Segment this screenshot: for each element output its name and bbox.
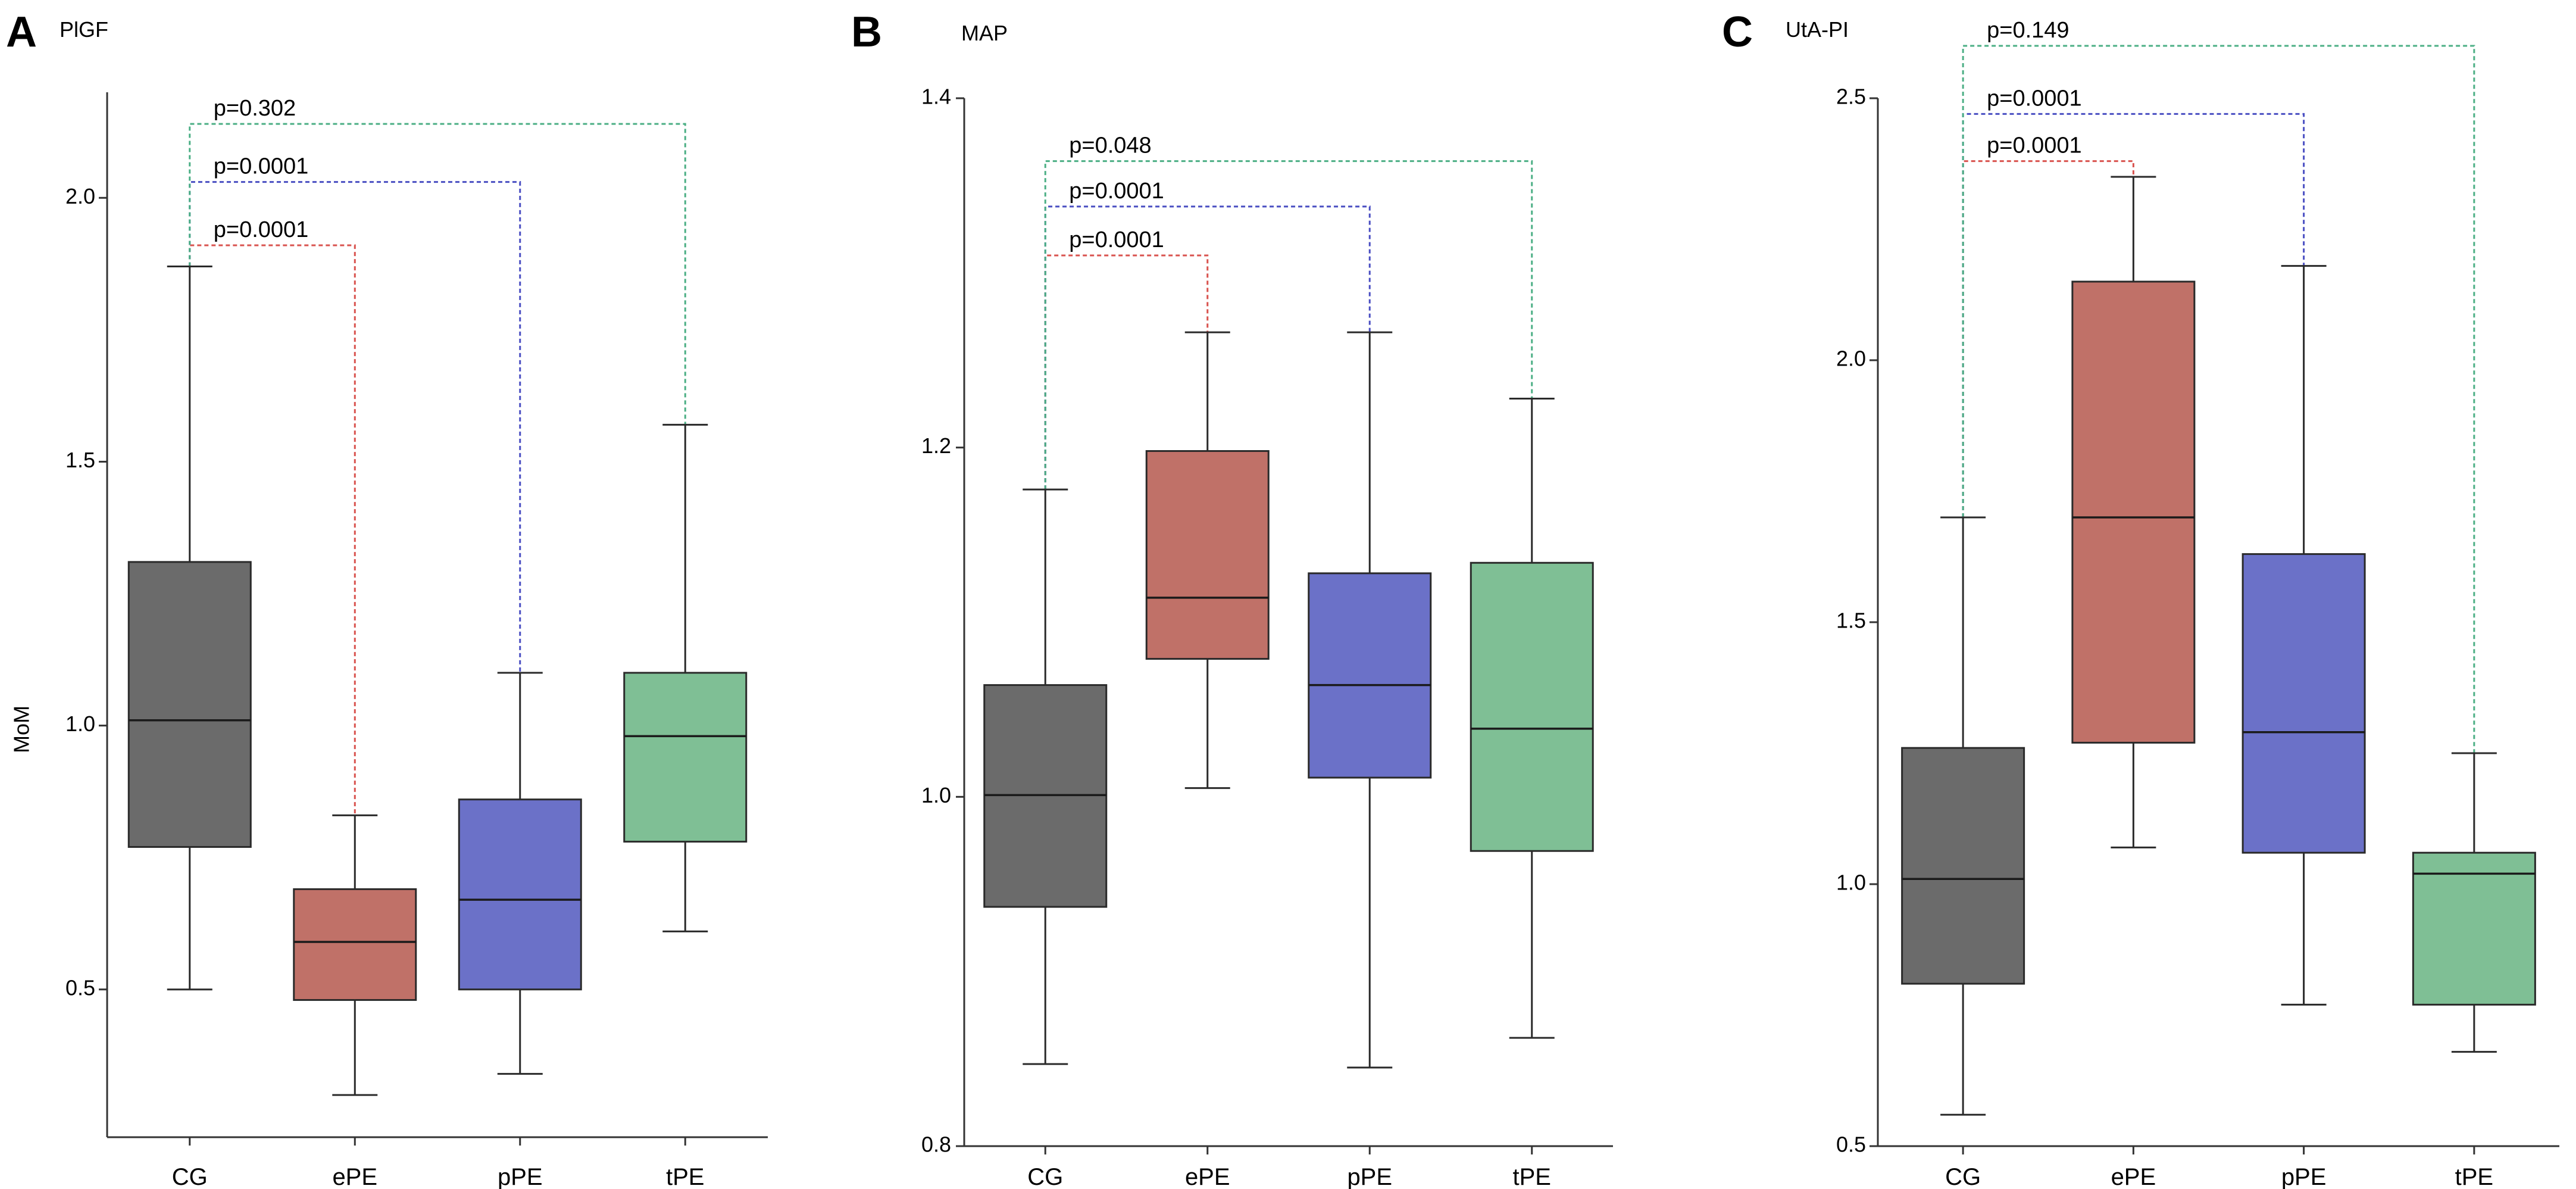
box-iqr bbox=[293, 888, 417, 1001]
y-tick-label: 2.5 bbox=[1836, 85, 1866, 109]
y-tick-label: 0.5 bbox=[65, 975, 95, 1000]
box-iqr bbox=[1308, 572, 1432, 779]
x-tick-label-cg: CG bbox=[172, 1164, 208, 1189]
box-iqr bbox=[623, 672, 748, 843]
comparison-bracket-cg-tpe bbox=[1962, 45, 2475, 753]
p-value-label-cg-epe: p=0.0001 bbox=[1987, 133, 2082, 158]
chart-title: UtA-PI bbox=[1786, 17, 1849, 42]
x-tick-label-epe: ePE bbox=[2111, 1164, 2156, 1189]
box-ppe bbox=[458, 672, 582, 1075]
p-value-label-cg-ppe: p=0.0001 bbox=[1069, 179, 1164, 204]
panel-b: B MAP 0.8 1.0 1.2 1.4 CG ePE pPE tPE p=0.0001 p=0.0… bbox=[851, 8, 1613, 1189]
panel-c: C UtA-PI 0.5 1.0 1.5 2.0 2.5 CG ePE pPE tPE p=0.000… bbox=[1722, 8, 2559, 1189]
y-tick-label: 1.0 bbox=[921, 783, 951, 807]
y-axis-label: MoM bbox=[9, 706, 33, 753]
box-tpe bbox=[2412, 752, 2536, 1053]
box-cg bbox=[983, 488, 1108, 1065]
box-epe bbox=[1145, 331, 1270, 789]
p-value-label-cg-epe: p=0.0001 bbox=[1069, 227, 1164, 252]
p-value-label-cg-ppe: p=0.0001 bbox=[214, 154, 309, 179]
box-iqr bbox=[1470, 561, 1594, 852]
box-iqr bbox=[2071, 280, 2196, 744]
box-iqr bbox=[458, 798, 582, 991]
y-tick-label: 0.8 bbox=[921, 1132, 951, 1157]
box-epe bbox=[293, 814, 417, 1096]
box-ppe bbox=[1308, 331, 1432, 1069]
chart-title: MAP bbox=[961, 21, 1008, 45]
p-value-label-cg-tpe: p=0.048 bbox=[1069, 133, 1151, 158]
comparison-bracket-cg-ppe bbox=[1044, 205, 1371, 490]
comparison-bracket-cg-ppe bbox=[189, 181, 521, 673]
y-tick-label: 1.2 bbox=[921, 433, 951, 458]
x-tick-label-tpe: tPE bbox=[1513, 1164, 1551, 1189]
box-tpe bbox=[1470, 398, 1594, 1039]
panel-letter: C bbox=[1722, 8, 1753, 56]
panel-letter: A bbox=[6, 8, 37, 56]
x-tick-label-epe: ePE bbox=[332, 1164, 377, 1189]
y-tick-label: 2.0 bbox=[1836, 347, 1866, 371]
box-iqr bbox=[127, 561, 252, 848]
comparison-bracket-cg-tpe bbox=[1044, 160, 1533, 490]
p-value-label-cg-epe: p=0.0001 bbox=[214, 217, 309, 242]
p-value-label-cg-tpe: p=0.149 bbox=[1987, 18, 2069, 43]
y-tick-label: 1.5 bbox=[65, 448, 95, 472]
p-value-label-cg-tpe: p=0.302 bbox=[214, 96, 296, 121]
box-epe bbox=[2071, 176, 2196, 848]
panel-a: A PlGF MoM 0.5 1.0 1.5 2.0 CG ePE pPE tPE p=0.0001 p… bbox=[6, 8, 768, 1189]
y-tick-label: 0.5 bbox=[1836, 1132, 1866, 1157]
box-iqr bbox=[2242, 553, 2366, 854]
box-tpe bbox=[623, 423, 748, 932]
p-value-label-cg-ppe: p=0.0001 bbox=[1987, 86, 2082, 111]
box-iqr bbox=[1901, 747, 2025, 985]
x-tick-label-tpe: tPE bbox=[666, 1164, 704, 1189]
x-tick-label-ppe: pPE bbox=[1347, 1164, 1392, 1189]
y-tick-label: 1.5 bbox=[1836, 608, 1866, 633]
y-tick-label: 1.4 bbox=[921, 85, 951, 109]
box-iqr bbox=[1145, 450, 1270, 660]
x-tick-label-epe: ePE bbox=[1185, 1164, 1230, 1189]
y-tick-label: 2.0 bbox=[65, 184, 95, 208]
box-ppe bbox=[2242, 265, 2366, 1006]
y-tick-label: 1.0 bbox=[1836, 870, 1866, 895]
y-tick-label: 1.0 bbox=[65, 711, 95, 736]
x-tick-label-ppe: pPE bbox=[498, 1164, 543, 1189]
x-tick-label-ppe: pPE bbox=[2281, 1164, 2327, 1189]
comparison-bracket-cg-tpe bbox=[189, 123, 686, 425]
box-cg bbox=[127, 266, 252, 991]
panel-letter: B bbox=[851, 8, 882, 56]
chart-title: PlGF bbox=[60, 17, 108, 42]
box-cg bbox=[1901, 516, 2025, 1116]
box-iqr bbox=[2412, 851, 2536, 1006]
x-tick-label-cg: CG bbox=[1027, 1164, 1063, 1189]
x-tick-label-tpe: tPE bbox=[2455, 1164, 2493, 1189]
x-tick-label-cg: CG bbox=[1945, 1164, 1981, 1189]
